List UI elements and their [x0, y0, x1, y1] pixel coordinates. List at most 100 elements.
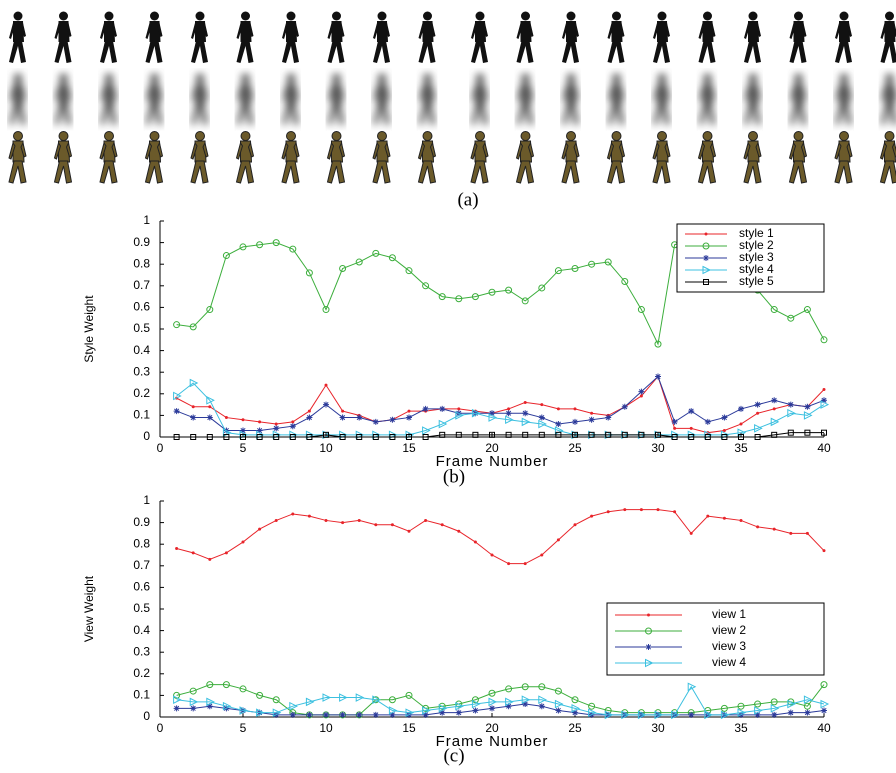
marker	[820, 699, 830, 709]
y-tick-label: 0.9	[133, 235, 150, 249]
marker	[706, 514, 710, 518]
marker	[787, 709, 794, 716]
marker	[521, 417, 531, 427]
walker-frame	[880, 73, 896, 125]
x-tick-label: 10	[319, 441, 333, 455]
marker	[289, 423, 296, 430]
marker	[523, 400, 527, 404]
marker	[372, 711, 379, 718]
marker	[422, 434, 429, 440]
marker	[720, 710, 730, 720]
marker	[438, 419, 448, 429]
walker-frame	[9, 11, 26, 63]
marker	[305, 269, 313, 277]
marker	[489, 431, 495, 438]
marker	[422, 711, 429, 718]
series-line	[176, 382, 825, 436]
marker	[754, 424, 763, 433]
y-tick-label: 0.3	[133, 644, 150, 658]
marker	[590, 514, 594, 518]
marker	[306, 711, 313, 718]
marker	[339, 711, 346, 718]
marker	[405, 708, 415, 717]
marker	[189, 687, 197, 695]
marker	[538, 284, 546, 292]
y-axis-title: View Weight	[82, 575, 96, 642]
y-tick-label: 0.4	[133, 623, 150, 637]
marker	[739, 422, 743, 426]
marker	[771, 711, 778, 718]
marker	[339, 265, 347, 273]
marker	[505, 286, 513, 294]
marker	[407, 409, 411, 413]
marker	[704, 710, 713, 720]
walker-frame	[282, 11, 299, 63]
marker	[538, 419, 547, 429]
x-tick-label: 35	[734, 721, 748, 735]
walker-frame	[607, 11, 625, 63]
walker-frame	[516, 73, 534, 125]
y-tick-label: 0.4	[133, 343, 150, 357]
marker	[439, 709, 446, 716]
marker	[208, 405, 212, 409]
walker-frame	[470, 131, 489, 184]
marker	[356, 414, 363, 421]
marker	[754, 711, 761, 718]
marker	[189, 697, 199, 707]
x-tick-label: 5	[240, 441, 247, 455]
x-tick-label: 40	[817, 441, 831, 455]
marker	[754, 401, 761, 408]
marker	[357, 518, 361, 522]
walker-frame	[471, 73, 488, 125]
walker-frame	[54, 73, 72, 125]
marker	[406, 434, 412, 440]
walker-frame	[607, 73, 625, 125]
y-tick-label: 0.6	[133, 300, 150, 314]
marker	[555, 431, 562, 438]
marker	[571, 265, 579, 273]
x-tick-label: 20	[485, 441, 499, 455]
y-axis-title: Style Weight	[82, 295, 96, 363]
marker	[372, 418, 379, 425]
marker	[440, 523, 444, 527]
marker	[521, 695, 531, 705]
marker	[789, 531, 793, 535]
series-line	[176, 375, 825, 434]
marker	[721, 434, 728, 440]
legend-label: style 3	[739, 250, 774, 264]
marker	[572, 709, 578, 716]
marker	[822, 387, 826, 391]
marker	[206, 697, 215, 707]
marker	[554, 699, 564, 709]
x-tick-label: 10	[319, 721, 333, 735]
marker	[621, 403, 628, 410]
walker-frame	[9, 73, 26, 125]
walker-frame	[373, 11, 390, 63]
marker	[173, 695, 182, 705]
marker	[289, 701, 298, 711]
legend-marker	[703, 279, 709, 285]
walker-frame	[145, 11, 163, 63]
marker	[571, 704, 581, 713]
marker	[523, 562, 527, 566]
y-tick-label: 0.7	[133, 278, 150, 292]
walker-frame	[516, 11, 534, 63]
marker	[656, 508, 660, 512]
walker-frame	[100, 11, 117, 63]
marker	[455, 709, 462, 716]
walker-frame	[99, 131, 118, 184]
caption: (b)	[443, 466, 465, 487]
marker	[522, 410, 529, 417]
y-tick-label: 0.9	[133, 515, 150, 529]
marker	[739, 518, 743, 522]
marker	[306, 434, 313, 440]
walker-frame	[418, 131, 436, 184]
marker	[638, 388, 645, 395]
marker	[822, 549, 826, 553]
marker	[756, 411, 760, 415]
marker	[289, 711, 296, 718]
marker	[324, 518, 328, 522]
walker-frame	[744, 11, 761, 63]
marker	[388, 254, 396, 262]
marker	[639, 508, 643, 512]
